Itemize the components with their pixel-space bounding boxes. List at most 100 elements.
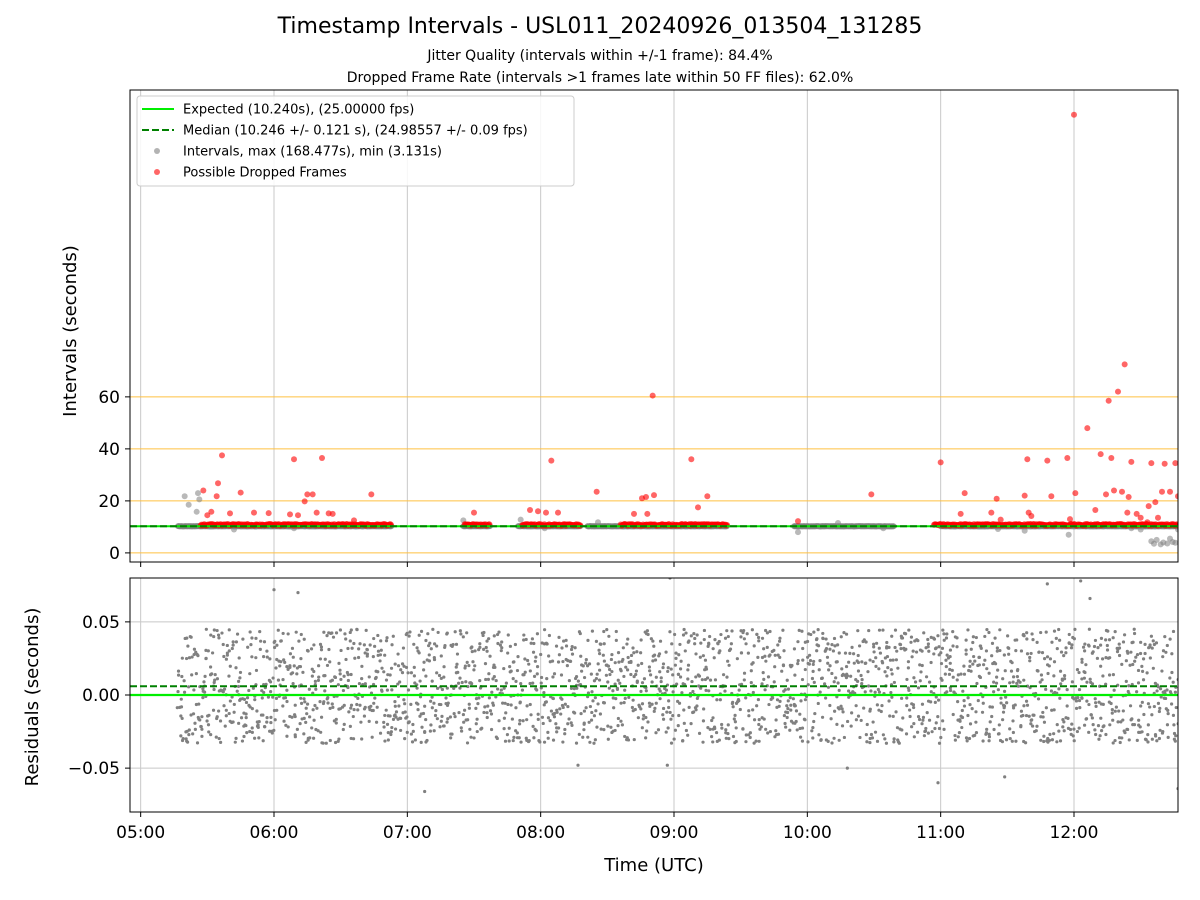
- dropped-frame-point: [1144, 519, 1151, 526]
- residual-point: [828, 703, 832, 708]
- residual-point: [789, 703, 793, 707]
- residual-point: [459, 632, 463, 636]
- residual-point: [495, 632, 500, 637]
- residual-point: [398, 716, 402, 720]
- residual-point: [909, 640, 913, 644]
- residual-point: [790, 663, 794, 668]
- residual-point: [302, 697, 306, 701]
- residual-point: [929, 700, 933, 704]
- residual-point: [276, 628, 280, 632]
- residual-point: [788, 728, 792, 732]
- residual-point: [587, 662, 592, 666]
- residual-point: [762, 677, 766, 681]
- residual-point: [926, 637, 930, 642]
- residual-point: [836, 681, 840, 685]
- residual-point: [370, 735, 374, 739]
- residual-point: [326, 695, 330, 700]
- residual-point: [466, 718, 470, 722]
- residual-point: [1089, 713, 1093, 717]
- residual-point: [1090, 716, 1094, 720]
- residual-point: [1084, 717, 1088, 721]
- residual-point: [273, 639, 277, 643]
- residual-point: [1135, 690, 1139, 694]
- residual-point: [518, 701, 522, 705]
- residual-point: [897, 741, 901, 745]
- residual-point: [616, 716, 620, 721]
- residual-point: [894, 658, 898, 662]
- residual-point: [695, 633, 699, 637]
- residual-point: [1040, 678, 1044, 682]
- residual-point: [892, 740, 896, 744]
- residual-point: [351, 737, 356, 741]
- residual-point: [1158, 706, 1162, 710]
- residual-point: [323, 689, 327, 693]
- residual-point: [184, 656, 189, 661]
- residual-point: [1044, 687, 1048, 691]
- residual-point: [669, 667, 673, 671]
- residual-point: [624, 665, 628, 669]
- residual-point: [885, 640, 889, 645]
- residual-point: [1010, 661, 1014, 665]
- residual-point: [948, 667, 952, 672]
- residual-point: [588, 704, 592, 709]
- residual-point: [878, 651, 883, 655]
- residual-point: [782, 713, 786, 718]
- residual-point: [563, 727, 567, 732]
- residual-point: [1025, 637, 1029, 641]
- residual-point: [686, 668, 690, 672]
- residual-point: [373, 696, 377, 700]
- residual-point: [950, 668, 954, 672]
- dropped-frame-point: [1024, 456, 1031, 463]
- residual-point: [374, 720, 379, 724]
- residual-point: [1113, 630, 1117, 634]
- residual-point: [417, 633, 421, 637]
- residual-point: [681, 738, 685, 743]
- residual-point: [893, 628, 898, 632]
- residual-point: [561, 705, 565, 710]
- residual-point: [389, 732, 393, 737]
- residual-point: [1099, 636, 1104, 641]
- residual-point: [618, 681, 622, 685]
- residual-point: [426, 632, 430, 636]
- residual-point: [729, 642, 733, 646]
- residual-point: [945, 653, 949, 657]
- residual-point: [1156, 685, 1161, 689]
- residual-point: [592, 714, 597, 718]
- residual-point: [1146, 733, 1150, 737]
- residual-point: [661, 662, 666, 666]
- residual-point: [992, 680, 996, 684]
- residual-point: [1047, 738, 1052, 742]
- residual-point: [436, 630, 440, 635]
- residual-point: [1065, 704, 1069, 708]
- residual-point: [467, 702, 471, 706]
- residual-point: [245, 731, 249, 735]
- residual-point: [982, 663, 986, 667]
- residual-point: [607, 686, 611, 690]
- residual-point: [357, 647, 361, 651]
- residual-point: [298, 664, 303, 669]
- residual-point: [921, 715, 926, 719]
- residual-point: [773, 665, 777, 669]
- dropped-frame-point: [1072, 490, 1079, 497]
- residual-point: [1015, 675, 1019, 679]
- residual-point: [962, 699, 966, 703]
- residual-point: [536, 712, 540, 716]
- residual-point: [475, 729, 479, 734]
- residual-point: [851, 652, 856, 656]
- residual-point: [1016, 684, 1021, 688]
- residual-point: [813, 711, 817, 716]
- residual-point: [849, 724, 853, 728]
- dropped-frame-point: [1028, 512, 1035, 519]
- residual-point: [850, 711, 854, 715]
- residual-point: [599, 642, 603, 646]
- residual-point: [413, 738, 417, 742]
- residual-point: [239, 716, 244, 720]
- residual-point: [877, 708, 881, 712]
- x-tick-label: 11:00: [916, 823, 965, 843]
- residual-point: [222, 654, 226, 659]
- residual-point: [461, 635, 465, 639]
- dropped-frame-point: [1105, 397, 1112, 404]
- residual-point: [980, 710, 985, 714]
- residual-point: [258, 629, 262, 634]
- residual-point: [985, 727, 989, 731]
